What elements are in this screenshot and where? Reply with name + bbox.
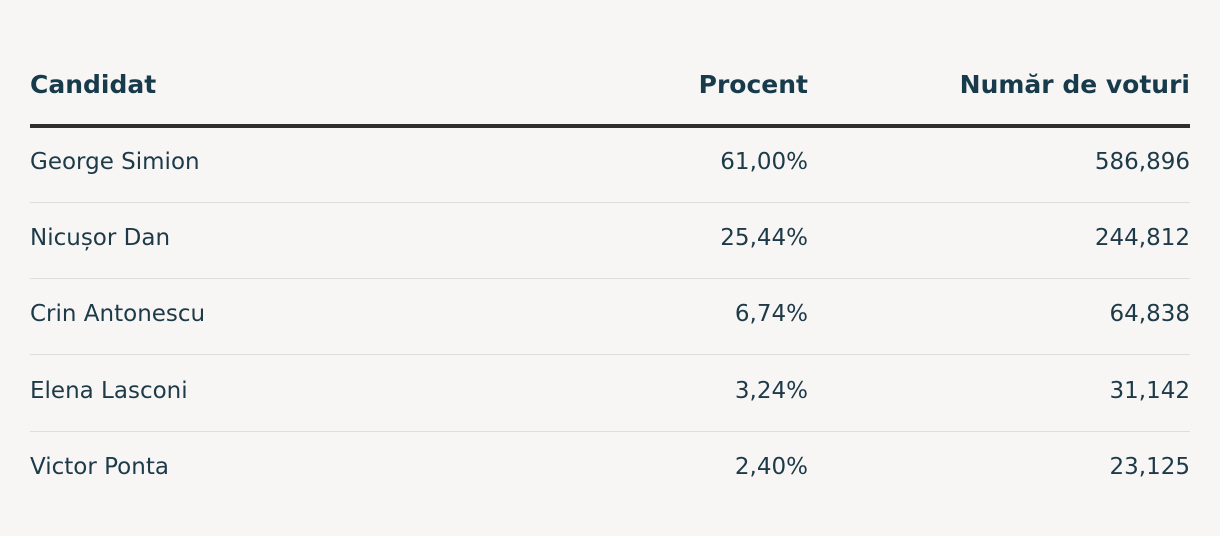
percent: 61,00%: [720, 149, 808, 175]
row-separator: [30, 278, 1190, 279]
votes: 586,896: [1094, 149, 1190, 175]
row-separator: [30, 202, 1190, 203]
percent: 25,44%: [720, 225, 808, 252]
votes: 31,142: [1109, 377, 1190, 404]
column-header: Număr de voturi: [959, 70, 1190, 99]
candidate-name: George Simion: [30, 149, 200, 175]
percent: 6,74%: [734, 301, 808, 328]
row-separator: [30, 354, 1190, 355]
votes: 64,838: [1109, 301, 1190, 328]
percent: 2,40%: [734, 453, 808, 480]
header-rule: [30, 124, 1190, 128]
candidate-name: Elena Lasconi: [30, 377, 188, 404]
row-separator: [30, 431, 1190, 432]
votes: 244,812: [1094, 225, 1190, 252]
candidate-name: Nicușor Dan: [30, 225, 171, 252]
votes: 23,125: [1109, 453, 1190, 480]
column-header: Procent: [698, 70, 808, 99]
candidate-name: Crin Antonescu: [30, 301, 206, 328]
column-header: Candidat: [30, 70, 157, 99]
candidate-name: Victor Ponta: [30, 453, 169, 480]
percent: 3,24%: [734, 377, 808, 404]
